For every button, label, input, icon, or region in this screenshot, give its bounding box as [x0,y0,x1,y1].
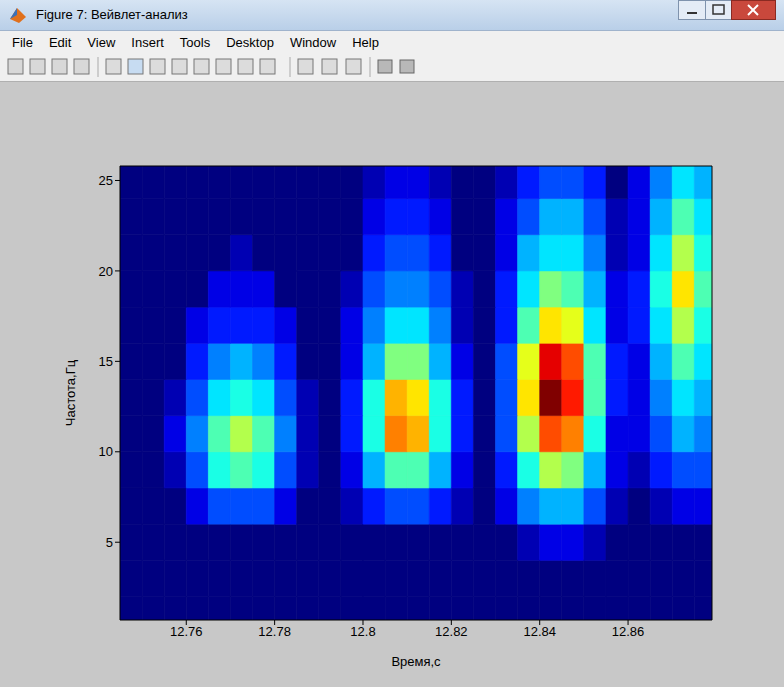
svg-text:12.78: 12.78 [258,624,291,639]
html-text:Insert: Insert [131,34,164,50]
html-text:Desktop: Desktop [226,34,274,50]
svg-text:15: 15 [99,354,113,369]
html-text:Help: Help [352,34,379,50]
svg-text:25: 25 [99,173,113,188]
svg-text:12.8: 12.8 [350,624,375,639]
svg-text:12.82: 12.82 [435,624,468,639]
html-text:Edit: Edit [49,34,72,50]
html-text:File: File [12,34,33,50]
svg-text:10: 10 [99,444,113,459]
svg-text:5: 5 [106,535,113,550]
svg-text:12.76: 12.76 [170,624,203,639]
html-text:View: View [87,34,116,50]
svg-text:20: 20 [99,264,113,279]
html-text:Figure 7: Вейвлет-анализ: Figure 7: Вейвлет-анализ [36,7,188,22]
html-text:Window: Window [289,34,337,50]
svg-text:12.86: 12.86 [612,624,645,639]
svg-text:Время,с: Время,с [391,654,441,669]
svg-text:12.84: 12.84 [523,624,556,639]
svg-text:Частота,Гц: Частота,Гц [63,359,78,426]
html-text:Tools: Tools [179,34,211,50]
